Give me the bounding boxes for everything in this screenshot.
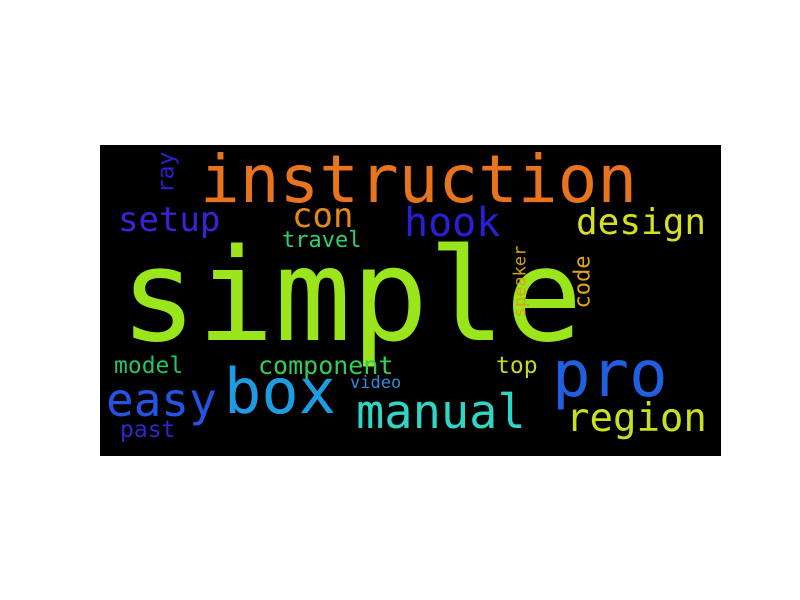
- word-design: design: [576, 202, 707, 243]
- word-code: code: [570, 255, 596, 309]
- word-hook: hook: [404, 200, 501, 246]
- word-top: top: [496, 353, 538, 379]
- word-manual: manual: [356, 385, 526, 440]
- word-component: component: [258, 351, 394, 380]
- word-past: past: [120, 417, 176, 443]
- word-box: box: [224, 355, 336, 428]
- word-model: model: [114, 353, 184, 379]
- word-speaker: speaker: [510, 245, 531, 318]
- word-cloud: simple instruction box pro manual region…: [100, 145, 721, 456]
- word-instruction: instruction: [200, 145, 638, 218]
- word-travel: travel: [282, 228, 362, 253]
- word-simple: simple: [120, 222, 583, 371]
- word-pro: pro: [552, 338, 668, 412]
- word-con: con: [292, 196, 354, 236]
- word-easy: easy: [106, 373, 217, 427]
- word-video: video: [350, 373, 402, 393]
- word-ray: ray: [153, 151, 180, 194]
- word-setup: setup: [118, 200, 221, 240]
- word-region: region: [566, 396, 707, 441]
